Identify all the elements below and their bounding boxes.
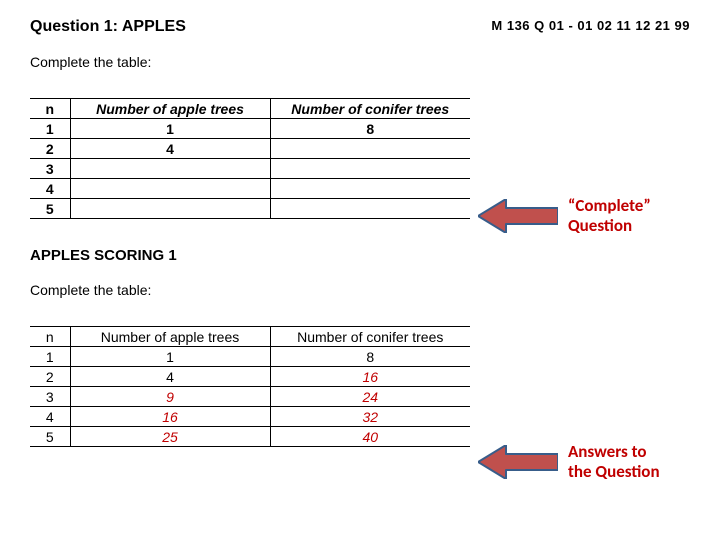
cell-conifer: 24	[270, 387, 470, 407]
cell-n: 1	[30, 347, 70, 367]
cell-conifer	[270, 139, 470, 159]
cell-apple: 4	[70, 139, 270, 159]
table-row: 118	[30, 119, 470, 139]
cell-apple: 9	[70, 387, 270, 407]
table-row: 52540	[30, 427, 470, 447]
annotation-text: “Complete” Question	[568, 196, 651, 235]
cell-n: 3	[30, 387, 70, 407]
annotation-line: Question	[568, 215, 632, 236]
table-header-row: n Number of apple trees Number of conife…	[30, 99, 470, 119]
cell-apple: 1	[70, 119, 270, 139]
cell-n: 4	[30, 407, 70, 427]
cell-n: 5	[30, 199, 70, 219]
annotation-text: Answers to the Question	[568, 442, 660, 481]
cell-conifer: 8	[270, 347, 470, 367]
left-arrow-icon	[478, 445, 558, 479]
table-row: 41632	[30, 407, 470, 427]
table-row: 2416	[30, 367, 470, 387]
question-code: M 136 Q 01 - 01 02 11 12 21 99	[491, 18, 690, 33]
annotation-answers: Answers to the Question	[478, 442, 660, 481]
cell-apple	[70, 179, 270, 199]
cell-conifer: 32	[270, 407, 470, 427]
cell-apple: 1	[70, 347, 270, 367]
cell-conifer: 40	[270, 427, 470, 447]
left-arrow-icon	[478, 199, 558, 233]
table-row: 3924	[30, 387, 470, 407]
table-row: 118	[30, 347, 470, 367]
cell-conifer	[270, 179, 470, 199]
table-row: 24	[30, 139, 470, 159]
cell-apple	[70, 199, 270, 219]
cell-apple: 4	[70, 367, 270, 387]
cell-n: 2	[30, 367, 70, 387]
col-header-n: n	[30, 99, 70, 119]
table-answers: n Number of apple trees Number of conife…	[30, 326, 470, 447]
scoring-title: APPLES SCORING 1	[30, 247, 690, 264]
table-question: n Number of apple trees Number of conife…	[30, 98, 470, 219]
cell-apple	[70, 159, 270, 179]
annotation-line: Answers to	[568, 441, 647, 462]
cell-conifer: 8	[270, 119, 470, 139]
annotation-line: the Question	[568, 461, 660, 482]
instruction-2: Complete the table:	[30, 282, 690, 298]
instruction-1: Complete the table:	[30, 54, 690, 70]
col-header-apple: Number of apple trees	[70, 99, 270, 119]
cell-apple: 25	[70, 427, 270, 447]
col-header-conifer: Number of conifer trees	[270, 99, 470, 119]
table-row: 5	[30, 199, 470, 219]
cell-apple: 16	[70, 407, 270, 427]
col-header-conifer: Number of conifer trees	[270, 327, 470, 347]
annotation-complete-question: “Complete” Question	[478, 196, 651, 235]
table-row: 4	[30, 179, 470, 199]
cell-n: 3	[30, 159, 70, 179]
table-row: 3	[30, 159, 470, 179]
col-header-n: n	[30, 327, 70, 347]
annotation-line: “Complete”	[568, 195, 651, 216]
header-row: Question 1: APPLES M 136 Q 01 - 01 02 11…	[30, 18, 690, 36]
cell-conifer	[270, 159, 470, 179]
cell-n: 4	[30, 179, 70, 199]
cell-n: 2	[30, 139, 70, 159]
cell-conifer: 16	[270, 367, 470, 387]
cell-n: 1	[30, 119, 70, 139]
table-header-row: n Number of apple trees Number of conife…	[30, 327, 470, 347]
col-header-apple: Number of apple trees	[70, 327, 270, 347]
cell-conifer	[270, 199, 470, 219]
question-title: Question 1: APPLES	[30, 18, 186, 36]
cell-n: 5	[30, 427, 70, 447]
